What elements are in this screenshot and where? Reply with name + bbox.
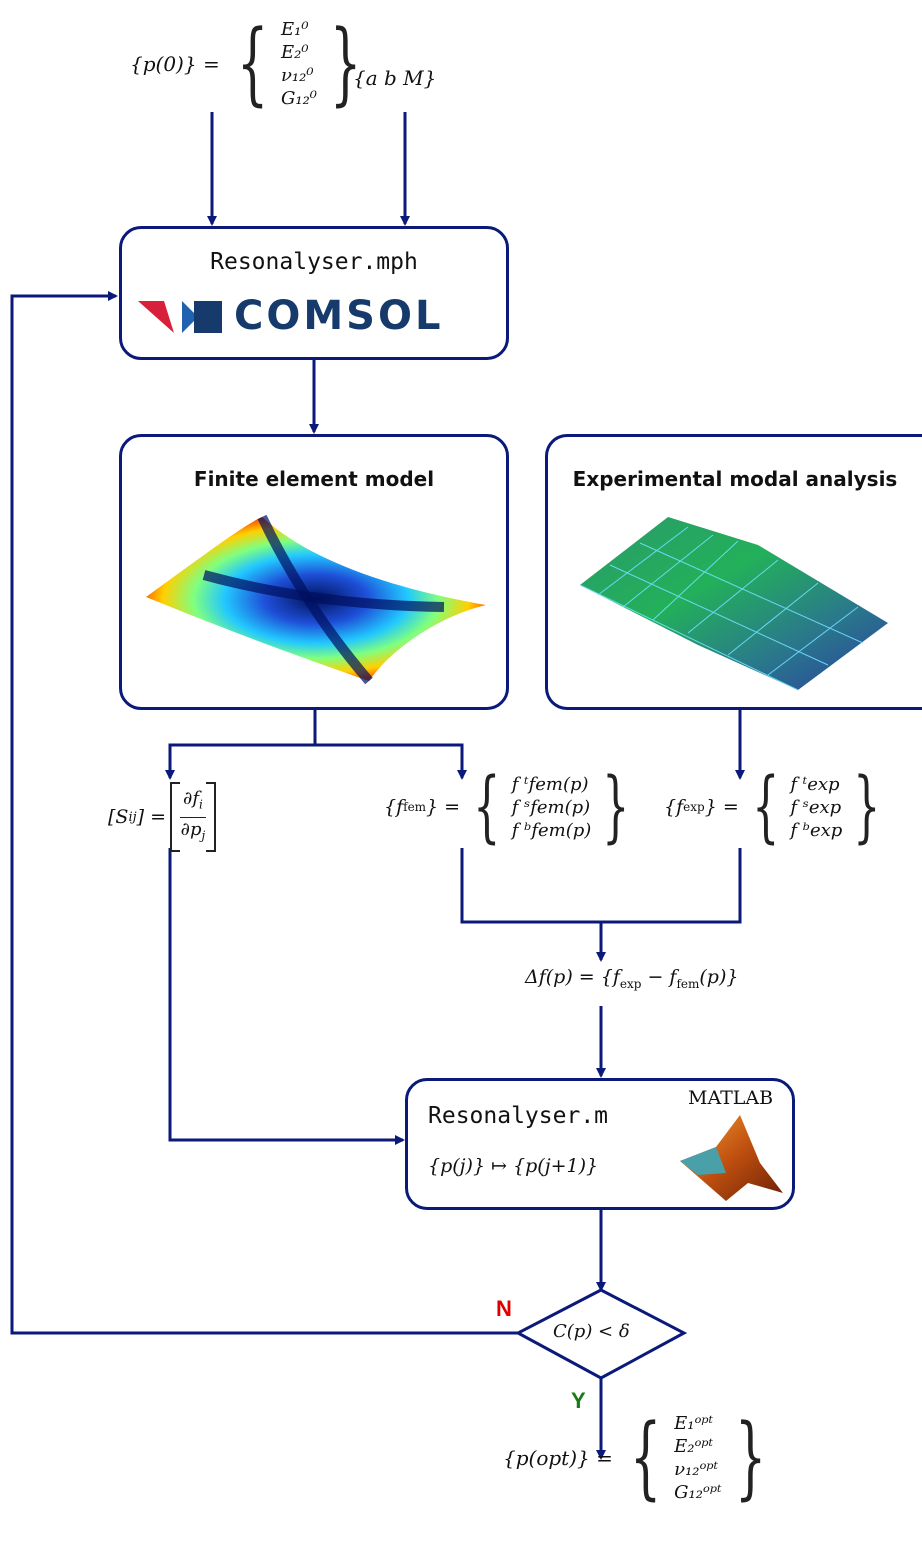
- no-label: N: [496, 1296, 512, 1321]
- optimal-param-entry: G₁₂ᵒᵖᵗ: [674, 1482, 722, 1503]
- initial-param-entry: E₂⁰: [280, 42, 309, 63]
- f-fem-entry: f ˢfem(p): [511, 796, 591, 818]
- fem-mode-shape-image: [146, 515, 486, 685]
- f-exp-list: f ᵗexp f ˢexp f ᵇexp: [790, 773, 842, 842]
- update-rule: {p(j)} ↦ {p(j+1)}: [428, 1155, 599, 1177]
- comsol-logo-text: COMSOL: [234, 293, 444, 339]
- sensitivity-matrix: [S ij] = ∂fi ∂pj: [108, 782, 216, 852]
- comsol-logo-icon: [138, 301, 222, 333]
- initial-param-entry: ν₁₂⁰: [280, 65, 314, 86]
- optimal-params-lhs: {p(opt)} =: [503, 1446, 613, 1470]
- optimal-param-entry: ν₁₂ᵒᵖᵗ: [674, 1459, 719, 1480]
- f-exp-entry: f ᵗexp: [790, 773, 840, 795]
- decision-diamond: [514, 1288, 688, 1380]
- initial-params-list: E₁⁰ E₂⁰ ν₁₂⁰ G₁₂⁰: [281, 18, 317, 110]
- initial-params-vector: {p(0)} = { E₁⁰ E₂⁰ ν₁₂⁰ G₁₂⁰ }: [130, 11, 362, 116]
- arrow-no-loop: [10, 291, 518, 1335]
- comsol-box: Resonalyser.mph COMSOL: [119, 226, 509, 360]
- f-exp-entry: f ᵇexp: [790, 819, 843, 841]
- initial-param-entry: E₁⁰: [280, 19, 309, 40]
- ffem-fexp-merge: [460, 848, 742, 924]
- ema-box-title: Experimental modal analysis: [572, 467, 898, 491]
- convergence-condition: C(p) < δ: [553, 1321, 630, 1342]
- matlab-box: Resonalyser.m {p(j)} ↦ {p(j+1)} MATLAB: [405, 1078, 795, 1210]
- f-fem-entry: f ᵗfem(p): [511, 773, 589, 795]
- ema-box: Experimental modal analysis: [545, 434, 922, 710]
- f-fem-list: f ᵗfem(p) f ˢfem(p) f ᵇfem(p): [512, 773, 592, 842]
- matlab-logo-icon: [680, 1115, 783, 1201]
- fem-box: Finite element model: [119, 434, 509, 710]
- matlab-box-title: Resonalyser.m: [428, 1103, 609, 1129]
- arrow-sens-to-matlab: [168, 848, 405, 1145]
- initial-params-lhs: {p(0)} =: [130, 52, 220, 76]
- geometry-params: {a b M}: [353, 66, 437, 90]
- comsol-logo: COMSOL: [138, 293, 488, 343]
- f-fem-entry: f ᵇfem(p): [511, 819, 592, 841]
- fem-box-title: Finite element model: [193, 467, 435, 491]
- optimal-params-vector: {p(opt)} = { E₁ᵒᵖᵗ E₂ᵒᵖᵗ ν₁₂ᵒᵖᵗ G₁₂ᵒᵖᵗ }: [503, 1405, 766, 1510]
- optimal-param-entry: E₁ᵒᵖᵗ: [674, 1413, 714, 1434]
- matlab-logo-text: MATLAB: [688, 1087, 774, 1109]
- optimal-params-list: E₁ᵒᵖᵗ E₂ᵒᵖᵗ ν₁₂ᵒᵖᵗ G₁₂ᵒᵖᵗ: [674, 1412, 721, 1504]
- yes-label: Y: [571, 1388, 586, 1413]
- f-fem-vector: {f fem} = { f ᵗfem(p) f ˢfem(p) f ᵇfem(p) }: [384, 762, 630, 852]
- f-exp-vector: {f exp} = { f ᵗexp f ˢexp f ᵇexp }: [664, 762, 881, 852]
- ema-mode-shape-image: [579, 517, 888, 691]
- comsol-box-title: Resonalyser.mph: [210, 249, 418, 275]
- f-exp-entry: f ˢexp: [790, 796, 842, 818]
- frequency-residual: Δf(p) = {fexp − ffem(p)}: [525, 966, 739, 991]
- optimal-param-entry: E₂ᵒᵖᵗ: [674, 1436, 714, 1457]
- initial-param-entry: G₁₂⁰: [280, 88, 317, 109]
